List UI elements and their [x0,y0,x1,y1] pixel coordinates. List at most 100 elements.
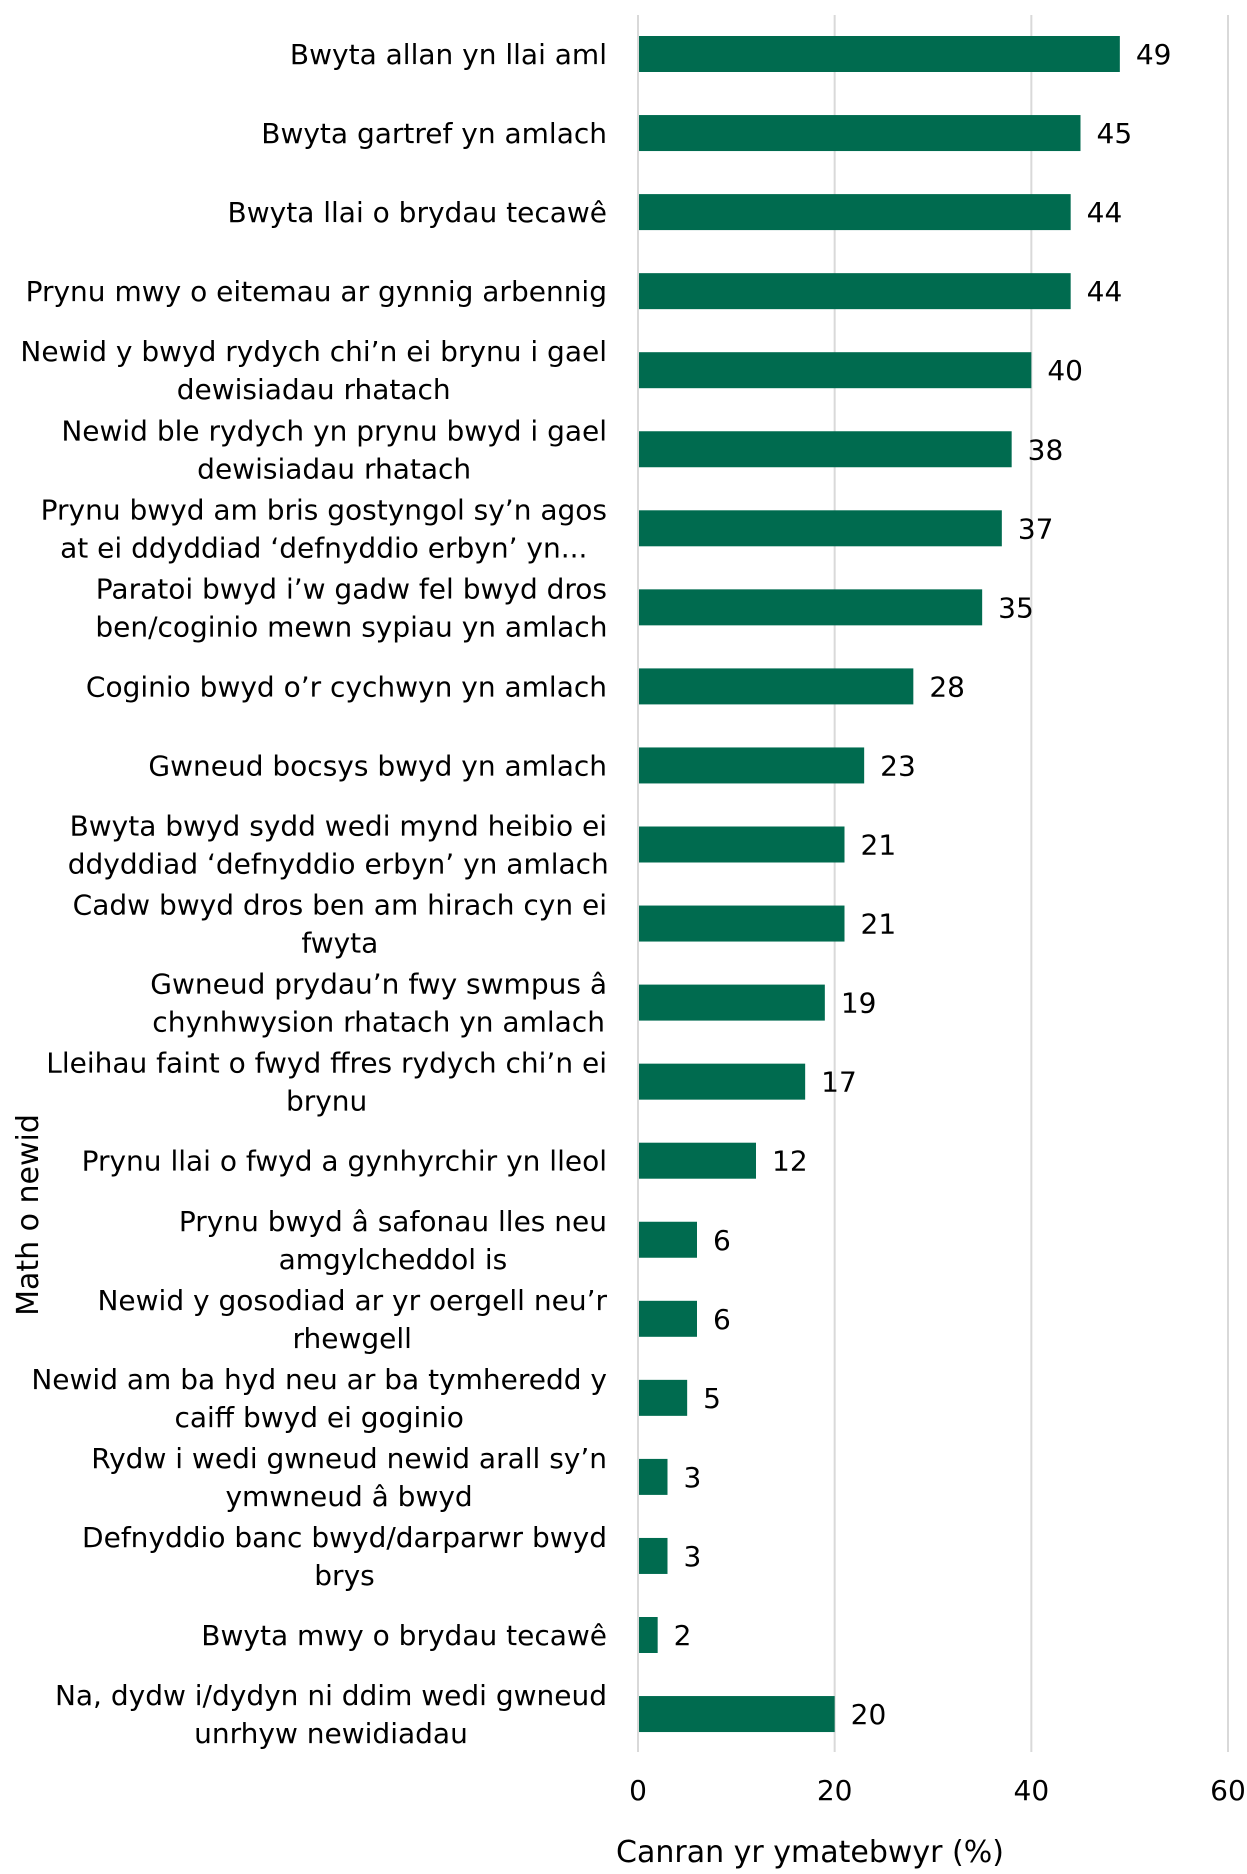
bar [639,1696,835,1733]
data-label: 2 [674,1619,692,1652]
x-tick-label: 20 [817,1774,853,1807]
category-label: Newid y gosodiad ar yr oergell neu’r rhew… [97,1284,607,1355]
bar [639,510,1002,547]
category-label: Coginio bwyd o’r cychwyn yn amlach [86,670,607,703]
y-axis-title: Math o newid [11,1114,46,1316]
category-label: Newid ble rydych yn prynu bwyd i gael dew… [61,414,607,485]
bar [639,1142,756,1179]
bar [639,194,1071,231]
x-axis-title: Canran yr ymatebwyr (%) [616,1835,1004,1870]
data-label: 37 [1018,512,1054,545]
category-label-line: Lleihau faint o fwyd ffres rydych chi’n … [46,1047,607,1080]
category-label: Defnyddio banc bwyd/darparwr bwyd brys [82,1521,607,1592]
data-label: 5 [703,1382,721,1415]
category-label-line: Bwyta mwy o brydau tecawê [201,1619,607,1652]
bar [639,747,865,784]
category-label-line: Prynu mwy o eitemau ar gynnig arbennig [26,275,607,308]
category-label: Bwyta llai o brydau tecawê [228,196,607,229]
category-label-line: unrhyw newidiadau [194,1717,468,1750]
category-label-line: ddyddiad ‘defnyddio erbyn’ yn amlach [68,848,609,881]
category-label-line: Cadw bwyd dros ben am hirach cyn ei [73,889,607,922]
data-label: 21 [861,829,897,862]
category-label: Lleihau faint o fwyd ffres rydych chi’n … [46,1047,607,1118]
bar [639,1300,697,1337]
category-label-line: Bwyta gartref yn amlach [261,117,607,150]
data-label: 3 [684,1540,702,1573]
data-label: 44 [1087,275,1123,308]
category-label-line: Prynu bwyd am bris gostyngol sy’n agos [41,493,607,526]
bar [639,826,845,863]
category-label-line: Bwyta bwyd sydd wedi mynd heibio ei [70,810,607,843]
category-label: Cadw bwyd dros ben am hirach cyn ei fwyta [73,889,607,960]
category-label-line: dewisiadau rhatach [197,452,471,485]
category-label-line: chynhwysion rhatach yn amlach [152,1006,605,1039]
category-label-line: at ei ddyddiad ‘defnyddio erbyn’ yn... [60,531,587,564]
category-label: Gwneud bocsys bwyd yn amlach [148,749,607,782]
bar [639,1617,658,1653]
bars [639,36,1120,1733]
bar [639,1458,668,1495]
category-label-line: amgylcheddol is [279,1243,508,1276]
category-label-line: brys [314,1559,374,1592]
data-label: 45 [1097,117,1133,150]
category-label-line: Bwyta llai o brydau tecawê [228,196,607,229]
bar [639,1221,697,1258]
category-label-line: brynu [286,1085,367,1118]
x-tick-label: 40 [1014,1774,1050,1807]
category-label-line: Newid y gosodiad ar yr oergell neu’r [97,1284,607,1317]
data-label: 3 [684,1461,702,1494]
data-label: 44 [1087,196,1123,229]
category-label-line: ymwneud â bwyd [225,1480,472,1513]
data-label: 49 [1136,38,1172,71]
category-label-line: dewisiadau rhatach [177,373,451,406]
category-label: Bwyta mwy o brydau tecawê [201,1619,607,1652]
category-label: Prynu bwyd am bris gostyngol sy’n agos at… [41,493,607,564]
bar [639,352,1032,389]
category-label-line: caiff bwyd ei goginio [174,1401,463,1434]
category-label: Prynu bwyd â safonau lles neu amgylcheddo… [179,1205,607,1276]
bar [639,36,1120,72]
data-label: 20 [851,1698,887,1731]
category-label-line: Newid am ba hyd neu ar ba tymheredd y [31,1363,607,1396]
data-labels: 49 45 44 44 40 38 37 35 28 23 21 21 19 17 12 6 6 5 3 3 2 20 [674,38,1172,1731]
category-label: Newid y bwyd rydych chi’n ei brynu i gae… [20,335,607,406]
category-label: Prynu mwy o eitemau ar gynnig arbennig [26,275,607,308]
category-label-line: fwyta [301,927,378,960]
category-label-line: ben/coginio mewn sypiau yn amlach [95,610,607,643]
category-label-line: Paratoi bwyd i’w gadw fel bwyd dros [96,572,607,605]
data-label: 6 [713,1224,731,1257]
data-label: 17 [821,1066,857,1099]
category-label-line: rhewgell [293,1322,412,1355]
category-label: Bwyta gartref yn amlach [261,117,607,150]
category-label-line: Prynu llai o fwyd a gynhyrchir yn lleol [82,1145,607,1178]
bar [639,984,825,1021]
category-label-line: Na, dydw i/dydyn ni ddim wedi gwneud [55,1679,607,1712]
category-label-line: Defnyddio banc bwyd/darparwr bwyd [82,1521,607,1554]
category-label: Bwyta allan yn llai aml [290,38,607,71]
category-label-line: Newid y bwyd rydych chi’n ei brynu i gae… [20,335,607,368]
category-label: Bwyta bwyd sydd wedi mynd heibio ei ddydd… [68,810,609,881]
data-label: 12 [772,1145,808,1178]
category-label-line: Prynu bwyd â safonau lles neu [179,1205,607,1238]
data-label: 40 [1047,354,1083,387]
category-label-line: Coginio bwyd o’r cychwyn yn amlach [86,670,607,703]
data-label: 21 [861,908,897,941]
category-label-line: Rydw i wedi gwneud newid arall sy’n [91,1442,607,1475]
category-label: Newid am ba hyd neu ar ba tymheredd y cai… [31,1363,607,1434]
bar [639,431,1012,468]
data-label: 38 [1028,433,1064,466]
bar [639,589,983,626]
data-label: 35 [998,591,1034,624]
category-label-line: Gwneud prydau’n fwy swmpus â [150,968,607,1001]
category-label: Rydw i wedi gwneud newid arall sy’n ymwne… [91,1442,607,1513]
category-label: Na, dydw i/dydyn ni ddim wedi gwneud unrh… [55,1679,607,1750]
x-tick-label: 0 [629,1774,647,1807]
bar [639,1379,688,1416]
category-label-line: Newid ble rydych yn prynu bwyd i gael [61,414,607,447]
bar [639,668,914,705]
bar [639,1063,806,1100]
category-label: Prynu llai o fwyd a gynhyrchir yn lleol [82,1145,607,1178]
category-label-line: Bwyta allan yn llai aml [290,38,607,71]
x-tick-label: 60 [1210,1774,1246,1807]
